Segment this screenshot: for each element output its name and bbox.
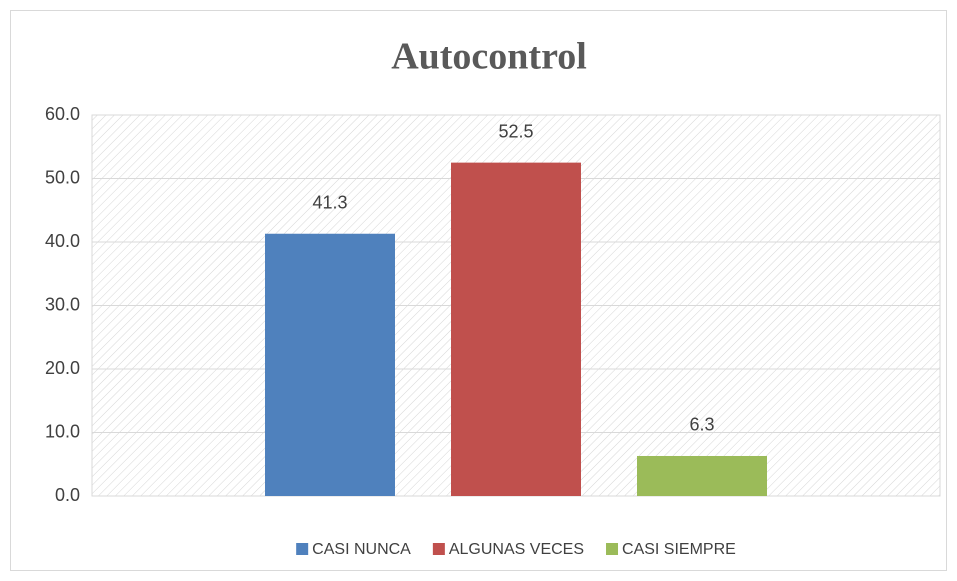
legend-swatch: [432, 543, 445, 555]
y-tick-label: 40.0: [45, 231, 80, 251]
legend-label: CASI NUNCA: [312, 541, 411, 558]
data-label: 6.3: [689, 415, 714, 435]
legend: CASI NUNCA ALGUNAS VECES CASI SIEMPRE: [296, 541, 736, 558]
data-label: 52.5: [498, 121, 533, 141]
legend-swatch: [606, 543, 619, 555]
y-tick-label: 60.0: [45, 104, 80, 124]
legend-label: CASI SIEMPRE: [622, 541, 736, 558]
legend-swatch: [296, 543, 309, 555]
bar: [637, 455, 767, 496]
bar: [451, 162, 581, 496]
data-label: 41.3: [312, 192, 347, 212]
chart-title: Autocontrol: [391, 36, 587, 78]
y-tick-label: 20.0: [45, 358, 80, 378]
y-tick-label: 0.0: [55, 485, 80, 505]
bar: [265, 233, 395, 496]
y-tick-label: 30.0: [45, 294, 80, 314]
legend-label: ALGUNAS VECES: [449, 541, 584, 558]
y-tick-label: 10.0: [45, 421, 80, 441]
y-tick-label: 50.0: [45, 167, 80, 187]
